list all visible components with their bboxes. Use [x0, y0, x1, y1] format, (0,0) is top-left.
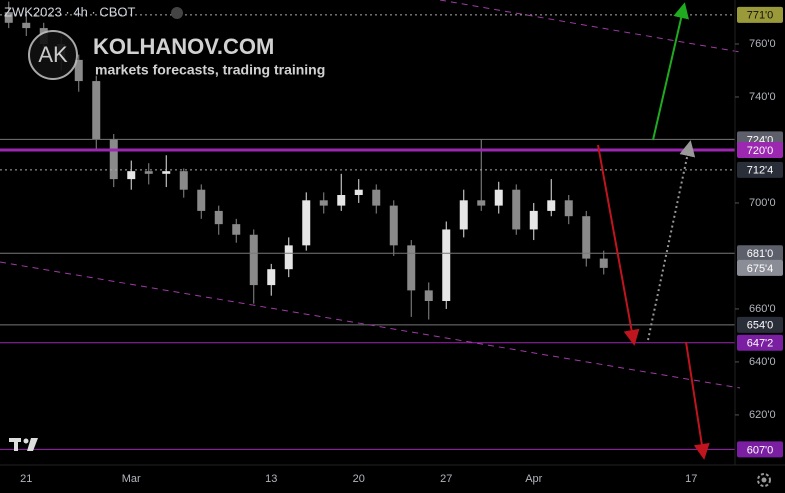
candle-body: [267, 269, 276, 286]
x-tick-label: 17: [685, 473, 697, 485]
price-label-bg: [737, 259, 783, 276]
price-label: 675'4: [747, 263, 774, 275]
candle-body: [197, 189, 206, 211]
price-label-bg: [737, 441, 783, 458]
candle-body: [389, 205, 398, 246]
price-label-bg: [737, 161, 783, 178]
arrow: [647, 140, 696, 341]
candle-body: [599, 258, 608, 268]
logo-text: AK: [38, 42, 68, 67]
candle-body: [512, 189, 521, 230]
candle-body: [494, 189, 503, 206]
y-tick-label: 740'0: [749, 91, 776, 103]
y-tick-label: 760'0: [749, 38, 776, 50]
price-label-bg: [737, 245, 783, 262]
candle-body: [372, 189, 381, 206]
price-label: 654'0: [747, 320, 774, 332]
logo-circle: [28, 30, 78, 80]
price-label: 681'0: [747, 248, 774, 260]
candle-body: [74, 59, 83, 82]
y-tick-label: 700'0: [749, 197, 776, 209]
x-tick-label: Apr: [525, 473, 542, 485]
candle-body: [407, 245, 416, 291]
candle-body: [459, 200, 468, 230]
candle-body: [144, 171, 153, 174]
candle-body: [529, 210, 538, 230]
candle-body: [337, 195, 346, 206]
x-tick-label: 13: [265, 473, 277, 485]
price-label: 647'2: [747, 338, 774, 350]
candle-body: [249, 234, 258, 286]
candle-body: [284, 245, 293, 270]
y-tick-label: 620'0: [749, 409, 776, 421]
candle-body: [547, 200, 556, 211]
watermark: AK KOLHANOV.COM markets forecasts, tradi…: [28, 30, 325, 80]
price-label-bg: [737, 141, 783, 158]
candle-body: [214, 210, 223, 225]
candle-body: [109, 139, 118, 180]
candle-body: [424, 290, 433, 301]
candle-body: [582, 216, 591, 259]
arrow: [685, 341, 710, 460]
symbol-title: ZWK2023 · 4h · CBOT: [4, 4, 136, 19]
tagline: markets forecasts, trading training: [95, 62, 325, 78]
price-label: 607'0: [747, 444, 774, 456]
candle-body: [179, 171, 188, 190]
candle-body: [442, 229, 451, 301]
price-label-bg: [737, 6, 783, 23]
candle-body: [354, 189, 363, 196]
candle-body: [4, 12, 13, 23]
settings[interactable]: [757, 473, 771, 487]
price-label-bg: [737, 334, 783, 351]
price-label: 771'0: [747, 10, 774, 22]
candle-body: [564, 200, 573, 217]
candle-body: [22, 22, 31, 29]
channel-line: [0, 261, 741, 389]
price-label: 712'4: [747, 165, 774, 177]
site-name: KOLHANOV.COM: [93, 34, 274, 59]
x-tick-label: Mar: [122, 473, 141, 485]
candle-body: [319, 200, 328, 206]
y-tick-label: 640'0: [749, 356, 776, 368]
candle-body: [232, 224, 241, 235]
price-label: 720'0: [747, 145, 774, 157]
x-tick-label: 27: [440, 473, 452, 485]
visibility-toggle[interactable]: [171, 7, 183, 19]
arrow: [597, 144, 640, 346]
x-tick-label: 20: [353, 473, 365, 485]
candle-body: [162, 171, 171, 174]
candle-body: [302, 200, 311, 246]
tv-logo: [9, 438, 38, 451]
arrow: [652, 2, 689, 141]
candle-body: [477, 200, 486, 206]
x-tick-label: 21: [20, 473, 32, 485]
channel-line: [439, 0, 741, 53]
y-tick-label: 660'0: [749, 303, 776, 315]
price-label-bg: [737, 316, 783, 333]
candle-body: [92, 81, 101, 140]
candle-body: [127, 171, 136, 180]
